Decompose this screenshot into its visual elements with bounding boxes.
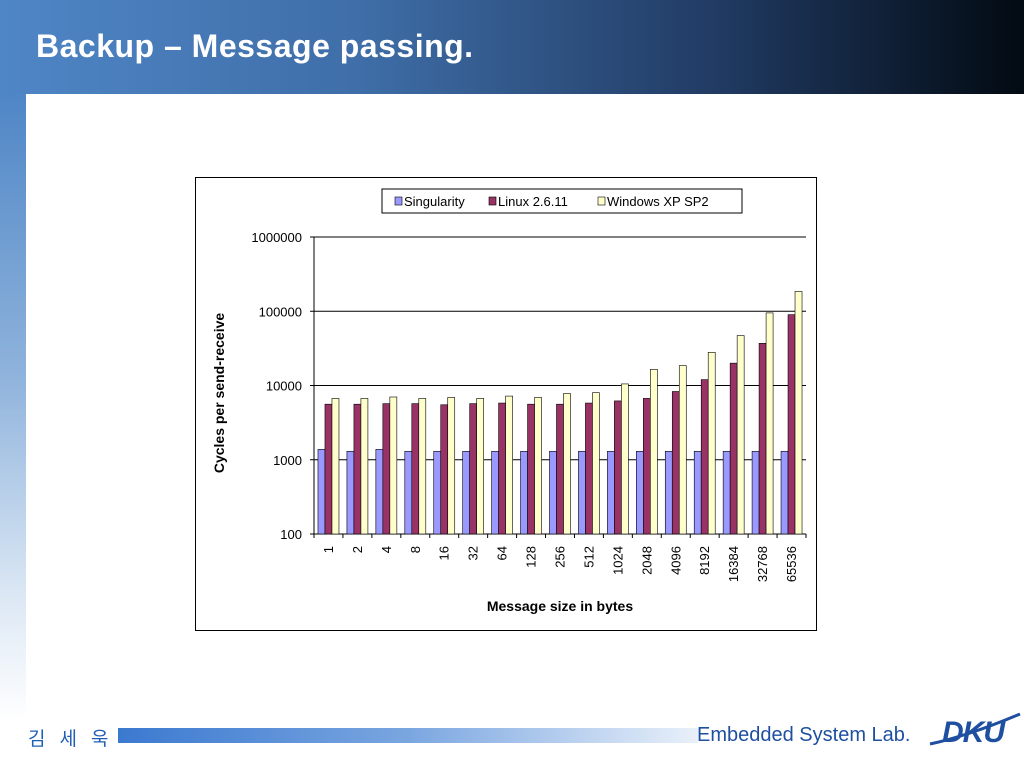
bar xyxy=(491,450,499,535)
bar xyxy=(447,397,456,535)
bar xyxy=(643,398,651,535)
bar xyxy=(678,365,687,535)
bar xyxy=(440,404,449,535)
bar xyxy=(780,450,789,535)
legend-label: Singularity xyxy=(404,194,465,209)
bar xyxy=(389,396,398,535)
bar xyxy=(765,312,774,535)
bar xyxy=(469,403,477,535)
footer-gradient-bar xyxy=(118,728,698,743)
legend-box xyxy=(381,188,743,214)
y-tick-label: 1000 xyxy=(273,453,302,468)
bar-chart: 100 1000 10000 100000 1000000 1 2 4 8 16 32 64 128 25… xyxy=(211,188,807,614)
bar xyxy=(404,450,413,535)
x-tick-label: 16384 xyxy=(726,546,741,582)
bar xyxy=(353,403,362,535)
left-accent-bar xyxy=(0,94,26,720)
bar xyxy=(433,450,442,535)
bar xyxy=(664,450,673,535)
bar xyxy=(556,403,564,535)
x-tick-label: 1 xyxy=(321,546,336,553)
bar xyxy=(527,403,535,535)
x-tick-label: 64 xyxy=(495,546,510,560)
bar xyxy=(700,379,709,535)
bar xyxy=(346,450,355,535)
bar xyxy=(636,450,644,535)
x-tick-label: 32768 xyxy=(755,546,770,582)
bar xyxy=(520,450,528,535)
bar xyxy=(505,395,513,535)
bar xyxy=(729,362,738,535)
x-axis-title: Message size in bytes xyxy=(487,598,634,614)
bar xyxy=(650,369,658,535)
bar xyxy=(794,291,803,535)
x-tick-label: 128 xyxy=(524,546,539,568)
legend-label: Linux 2.6.11 xyxy=(498,194,568,209)
bar xyxy=(534,397,542,535)
bar xyxy=(614,400,622,535)
bar xyxy=(360,398,369,535)
bar xyxy=(563,393,571,535)
bar xyxy=(462,450,470,535)
slide-title: Backup – Message passing. xyxy=(36,28,474,64)
y-axis-title: Cycles per send-receive xyxy=(211,313,227,474)
dku-logo: DKU xyxy=(929,712,1021,749)
bar xyxy=(498,402,506,535)
y-tick-label: 100 xyxy=(280,527,302,542)
y-tick-label: 10000 xyxy=(266,379,302,394)
bar xyxy=(317,449,326,535)
bar xyxy=(375,449,384,535)
bar xyxy=(382,403,391,535)
bar xyxy=(736,335,745,535)
bar xyxy=(411,403,420,535)
bar xyxy=(578,450,586,535)
footer-author: 김 세 욱 xyxy=(28,728,113,750)
bar xyxy=(549,450,557,535)
bar xyxy=(476,398,484,535)
x-tick-label: 8 xyxy=(408,546,423,553)
x-tick-label: 32 xyxy=(466,546,481,560)
x-tick-label: 2048 xyxy=(639,546,654,575)
y-tick-label: 1000000 xyxy=(251,230,302,245)
logo-swoosh xyxy=(929,712,1021,746)
bar xyxy=(607,450,615,535)
bar xyxy=(331,398,340,535)
x-tick-label: 4 xyxy=(379,546,394,553)
legend-label: Windows XP SP2 xyxy=(607,194,709,209)
x-tick-label: 4096 xyxy=(668,546,683,575)
legend-swatch xyxy=(488,196,497,206)
bar xyxy=(751,450,760,535)
bar xyxy=(722,450,731,535)
x-tick-label: 8192 xyxy=(697,546,712,575)
bar xyxy=(585,402,593,535)
x-tick-label: 16 xyxy=(437,546,452,560)
footer-lab-name: Embedded System Lab. xyxy=(697,724,911,746)
bar xyxy=(324,403,333,535)
slide-header: Backup – Message passing. xyxy=(0,0,1024,94)
bar xyxy=(693,450,702,535)
bar xyxy=(418,398,427,535)
x-tick-label: 512 xyxy=(581,546,596,568)
x-tick-label: 256 xyxy=(553,546,568,568)
x-tick-label: 2 xyxy=(350,546,365,553)
bar xyxy=(592,392,600,535)
chart-frame: 100 1000 10000 100000 1000000 1 2 4 8 16 32 64 128 25… xyxy=(195,177,817,631)
legend-swatch xyxy=(394,196,403,206)
x-tick-label: 1024 xyxy=(610,546,625,575)
bar xyxy=(707,351,716,535)
x-tick-label: 65536 xyxy=(784,546,799,582)
y-tick-label: 100000 xyxy=(259,304,302,319)
bar xyxy=(621,383,629,535)
legend-swatch xyxy=(597,196,606,206)
bar xyxy=(671,391,680,535)
bar xyxy=(787,314,796,535)
bar xyxy=(758,343,767,535)
logo-wordmark: DKU xyxy=(942,716,1006,749)
